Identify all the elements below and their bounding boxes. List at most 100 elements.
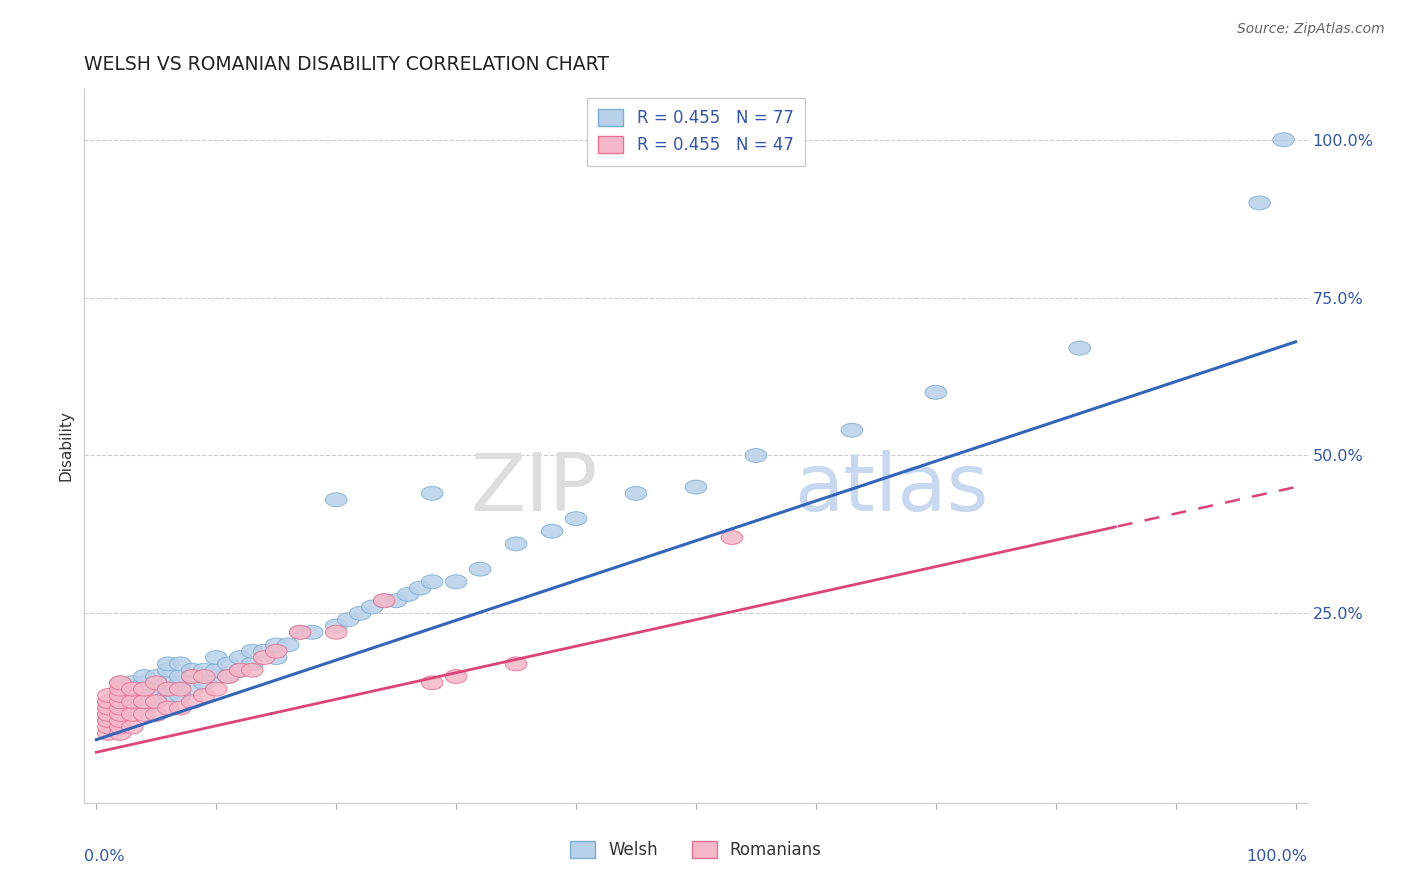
Ellipse shape: [134, 695, 155, 709]
Legend: Welsh, Romanians: Welsh, Romanians: [564, 834, 828, 866]
Ellipse shape: [181, 695, 202, 709]
Ellipse shape: [325, 619, 347, 633]
Ellipse shape: [422, 574, 443, 589]
Ellipse shape: [350, 607, 371, 620]
Ellipse shape: [110, 682, 131, 696]
Ellipse shape: [253, 650, 276, 665]
Ellipse shape: [565, 512, 586, 525]
Ellipse shape: [97, 707, 120, 722]
Ellipse shape: [409, 582, 432, 595]
Ellipse shape: [121, 707, 143, 722]
Ellipse shape: [157, 657, 179, 671]
Ellipse shape: [925, 385, 946, 400]
Ellipse shape: [134, 676, 155, 690]
Ellipse shape: [134, 695, 155, 709]
Ellipse shape: [110, 695, 131, 709]
Ellipse shape: [337, 613, 359, 626]
Ellipse shape: [121, 695, 143, 709]
Ellipse shape: [229, 664, 252, 677]
Ellipse shape: [205, 664, 228, 677]
Ellipse shape: [121, 720, 143, 734]
Ellipse shape: [97, 714, 120, 728]
Ellipse shape: [157, 682, 179, 696]
Ellipse shape: [110, 689, 131, 702]
Ellipse shape: [121, 689, 143, 702]
Ellipse shape: [266, 638, 287, 652]
Ellipse shape: [218, 670, 239, 683]
Ellipse shape: [97, 707, 120, 722]
Text: atlas: atlas: [794, 450, 988, 528]
Ellipse shape: [374, 594, 395, 607]
Ellipse shape: [361, 600, 382, 614]
Ellipse shape: [134, 682, 155, 696]
Ellipse shape: [301, 625, 323, 640]
Ellipse shape: [97, 695, 120, 709]
Ellipse shape: [181, 670, 202, 683]
Ellipse shape: [110, 676, 131, 690]
Ellipse shape: [242, 657, 263, 671]
Ellipse shape: [146, 695, 167, 709]
Ellipse shape: [1272, 133, 1295, 146]
Ellipse shape: [205, 682, 228, 696]
Ellipse shape: [170, 689, 191, 702]
Ellipse shape: [121, 701, 143, 715]
Ellipse shape: [97, 701, 120, 715]
Ellipse shape: [277, 638, 299, 652]
Ellipse shape: [97, 689, 120, 702]
Ellipse shape: [146, 670, 167, 683]
Ellipse shape: [422, 676, 443, 690]
Ellipse shape: [97, 714, 120, 728]
Ellipse shape: [121, 676, 143, 690]
Ellipse shape: [721, 531, 742, 544]
Ellipse shape: [422, 486, 443, 500]
Ellipse shape: [134, 707, 155, 722]
Ellipse shape: [290, 625, 311, 640]
Ellipse shape: [194, 670, 215, 683]
Ellipse shape: [685, 480, 707, 494]
Ellipse shape: [110, 707, 131, 722]
Ellipse shape: [157, 664, 179, 677]
Ellipse shape: [157, 689, 179, 702]
Ellipse shape: [229, 664, 252, 677]
Text: 0.0%: 0.0%: [84, 849, 125, 864]
Ellipse shape: [170, 676, 191, 690]
Ellipse shape: [110, 701, 131, 715]
Ellipse shape: [470, 562, 491, 576]
Ellipse shape: [157, 682, 179, 696]
Text: WELSH VS ROMANIAN DISABILITY CORRELATION CHART: WELSH VS ROMANIAN DISABILITY CORRELATION…: [84, 54, 609, 74]
Ellipse shape: [194, 676, 215, 690]
Ellipse shape: [374, 594, 395, 607]
Text: 100.0%: 100.0%: [1247, 849, 1308, 864]
Ellipse shape: [110, 682, 131, 696]
Ellipse shape: [134, 670, 155, 683]
Text: ZIP: ZIP: [471, 450, 598, 528]
Ellipse shape: [398, 588, 419, 601]
Ellipse shape: [110, 689, 131, 702]
Ellipse shape: [253, 644, 276, 658]
Ellipse shape: [181, 670, 202, 683]
Ellipse shape: [97, 720, 120, 734]
Ellipse shape: [841, 424, 863, 437]
Ellipse shape: [446, 574, 467, 589]
Ellipse shape: [146, 689, 167, 702]
Ellipse shape: [229, 650, 252, 665]
Ellipse shape: [325, 625, 347, 640]
Ellipse shape: [290, 625, 311, 640]
Ellipse shape: [121, 695, 143, 709]
Ellipse shape: [446, 670, 467, 683]
Ellipse shape: [218, 670, 239, 683]
Ellipse shape: [110, 701, 131, 715]
Ellipse shape: [325, 492, 347, 507]
Ellipse shape: [146, 707, 167, 722]
Ellipse shape: [97, 726, 120, 740]
Ellipse shape: [242, 664, 263, 677]
Ellipse shape: [266, 650, 287, 665]
Ellipse shape: [170, 682, 191, 696]
Ellipse shape: [121, 682, 143, 696]
Ellipse shape: [146, 676, 167, 690]
Ellipse shape: [745, 449, 766, 462]
Ellipse shape: [505, 657, 527, 671]
Ellipse shape: [110, 707, 131, 722]
Ellipse shape: [97, 695, 120, 709]
Ellipse shape: [157, 676, 179, 690]
